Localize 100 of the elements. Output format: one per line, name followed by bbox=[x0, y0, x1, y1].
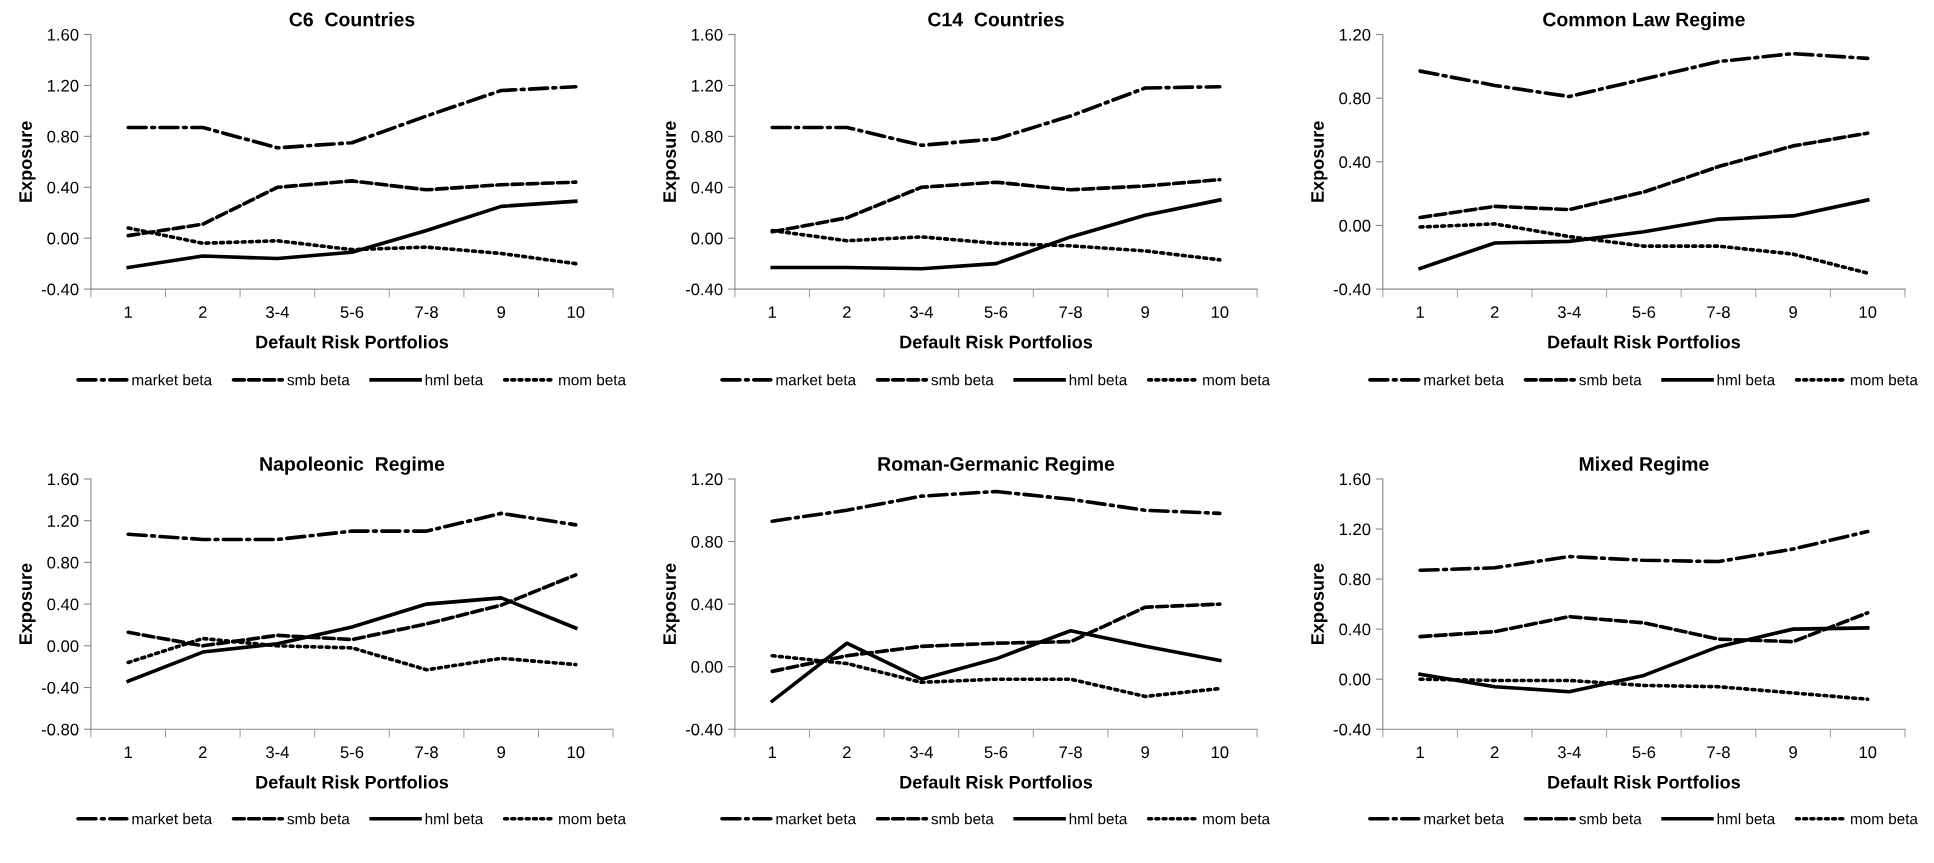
x-tick-label: 10 bbox=[567, 306, 585, 319]
y-tick-label: -0.40 bbox=[41, 283, 79, 296]
x-tick-label: 3-4 bbox=[265, 306, 289, 319]
x-tick-label: 7-8 bbox=[415, 306, 438, 319]
x-tick-label: 5-6 bbox=[340, 306, 364, 319]
legend-label: smb beta bbox=[931, 374, 994, 386]
legend-label: market beta bbox=[132, 813, 213, 825]
y-tick-label: 1.20 bbox=[47, 79, 79, 92]
chart-title: C14 Countries bbox=[928, 12, 1064, 27]
x-tick-label: 10 bbox=[1859, 306, 1877, 319]
x-tick-label: 5-6 bbox=[340, 746, 364, 759]
legend-label: mom beta bbox=[1203, 374, 1271, 386]
legend-label: hml beta bbox=[1717, 813, 1776, 825]
x-tick-label: 10 bbox=[1211, 306, 1229, 319]
x-axis-title: Default Risk Portfolios bbox=[1548, 775, 1740, 789]
y-tick-label: 1.60 bbox=[47, 28, 79, 41]
x-tick-label: 2 bbox=[843, 746, 851, 758]
x-tick-label: 7-8 bbox=[1059, 746, 1082, 759]
line-series bbox=[126, 199, 578, 270]
y-tick-label: -0.40 bbox=[685, 283, 723, 296]
line-series bbox=[1418, 529, 1870, 573]
y-tick-label: -0.40 bbox=[685, 723, 723, 736]
x-tick-label: 5-6 bbox=[984, 746, 1008, 759]
y-tick-label: -0.40 bbox=[1333, 283, 1371, 296]
y-tick-label: 0.40 bbox=[1339, 156, 1371, 169]
x-tick-label: 7-8 bbox=[415, 746, 438, 759]
y-tick-label: -0.80 bbox=[41, 723, 79, 736]
x-tick-label: 1 bbox=[124, 306, 133, 318]
y-tick-label: 1.60 bbox=[47, 473, 79, 486]
legend-label: market beta bbox=[1424, 374, 1505, 386]
x-tick-label: 2 bbox=[199, 746, 207, 758]
y-tick-label: 0.00 bbox=[691, 661, 723, 673]
y-tick-label: 0.80 bbox=[1339, 92, 1371, 105]
y-tick-label: 0.80 bbox=[691, 535, 723, 548]
legend-label: market beta bbox=[132, 374, 213, 386]
legend-label: market beta bbox=[776, 374, 857, 386]
y-tick-label: 1.20 bbox=[1339, 28, 1371, 41]
y-tick-label: 1.60 bbox=[1339, 473, 1371, 486]
x-tick-label: 5-6 bbox=[1632, 746, 1656, 759]
y-tick-label: 1.20 bbox=[691, 79, 723, 92]
chart-title: Napoleonic Regime bbox=[260, 456, 445, 475]
x-tick-label: 2 bbox=[199, 306, 207, 318]
line-series bbox=[126, 511, 578, 542]
y-axis-title: Exposure bbox=[1311, 563, 1328, 645]
legend-label: mom beta bbox=[559, 374, 627, 386]
line-series bbox=[1418, 131, 1870, 220]
legend-label: mom beta bbox=[1851, 813, 1918, 825]
x-tick-label: 1 bbox=[124, 746, 133, 758]
x-tick-label: 9 bbox=[1789, 746, 1797, 759]
chart-title: Mixed Regime bbox=[1579, 456, 1709, 475]
legend-label: smb beta bbox=[931, 813, 994, 825]
y-tick-label: 0.40 bbox=[1339, 623, 1371, 636]
x-tick-label: 7-8 bbox=[1059, 306, 1082, 319]
x-tick-label: 1 bbox=[1416, 306, 1424, 318]
legend-label: hml beta bbox=[1069, 374, 1128, 386]
x-axis-title: Default Risk Portfolios bbox=[900, 335, 1093, 349]
y-tick-label: 0.40 bbox=[47, 181, 79, 194]
line-series bbox=[1418, 198, 1870, 271]
x-tick-label: 7-8 bbox=[1707, 306, 1730, 319]
legend-label: hml beta bbox=[425, 374, 484, 386]
x-tick-label: 10 bbox=[1211, 746, 1229, 759]
y-tick-label: 1.20 bbox=[47, 515, 79, 527]
legend-label: hml beta bbox=[1717, 374, 1776, 386]
y-tick-label: 1.20 bbox=[691, 473, 723, 486]
x-tick-label: 1 bbox=[1416, 746, 1424, 758]
y-tick-label: -0.40 bbox=[1333, 723, 1371, 736]
y-axis-title: Exposure bbox=[19, 121, 36, 202]
y-tick-label: 0.40 bbox=[691, 598, 723, 611]
y-tick-label: 0.80 bbox=[47, 130, 79, 143]
y-tick-label: 0.80 bbox=[1339, 573, 1371, 586]
line-series bbox=[126, 84, 578, 150]
y-tick-label: 0.40 bbox=[47, 598, 79, 611]
x-axis-title: Default Risk Portfolios bbox=[900, 775, 1093, 789]
x-axis-title: Default Risk Portfolios bbox=[1548, 335, 1740, 349]
y-tick-label: 0.00 bbox=[1339, 673, 1371, 686]
y-axis-title: Exposure bbox=[19, 563, 36, 645]
y-axis-title: Exposure bbox=[1311, 121, 1328, 202]
legend-label: hml beta bbox=[425, 813, 484, 825]
x-tick-label: 10 bbox=[567, 746, 585, 759]
x-tick-label: 9 bbox=[497, 306, 506, 319]
x-tick-label: 5-6 bbox=[1632, 306, 1656, 319]
x-tick-label: 9 bbox=[497, 746, 506, 759]
x-tick-label: 3-4 bbox=[1557, 306, 1581, 319]
x-tick-label: 2 bbox=[1490, 746, 1499, 758]
x-tick-label: 3-4 bbox=[265, 746, 289, 759]
legend-label: smb beta bbox=[1579, 374, 1642, 386]
chart-title: Common Law Regime bbox=[1543, 12, 1745, 31]
y-tick-label: 0.80 bbox=[691, 130, 723, 143]
line-series bbox=[1418, 51, 1870, 99]
y-tick-label: 0.80 bbox=[47, 556, 79, 569]
y-tick-label: 0.00 bbox=[47, 232, 79, 245]
y-axis-title: Exposure bbox=[663, 121, 680, 202]
x-tick-label: 1 bbox=[768, 306, 777, 318]
x-axis-title: Default Risk Portfolios bbox=[256, 775, 449, 789]
x-tick-label: 9 bbox=[1141, 746, 1150, 759]
y-tick-label: 0.40 bbox=[691, 181, 723, 194]
legend-label: mom beta bbox=[1851, 374, 1918, 386]
x-tick-label: 9 bbox=[1789, 306, 1797, 319]
legend-label: smb beta bbox=[287, 374, 350, 386]
legend-label: smb beta bbox=[287, 813, 350, 825]
